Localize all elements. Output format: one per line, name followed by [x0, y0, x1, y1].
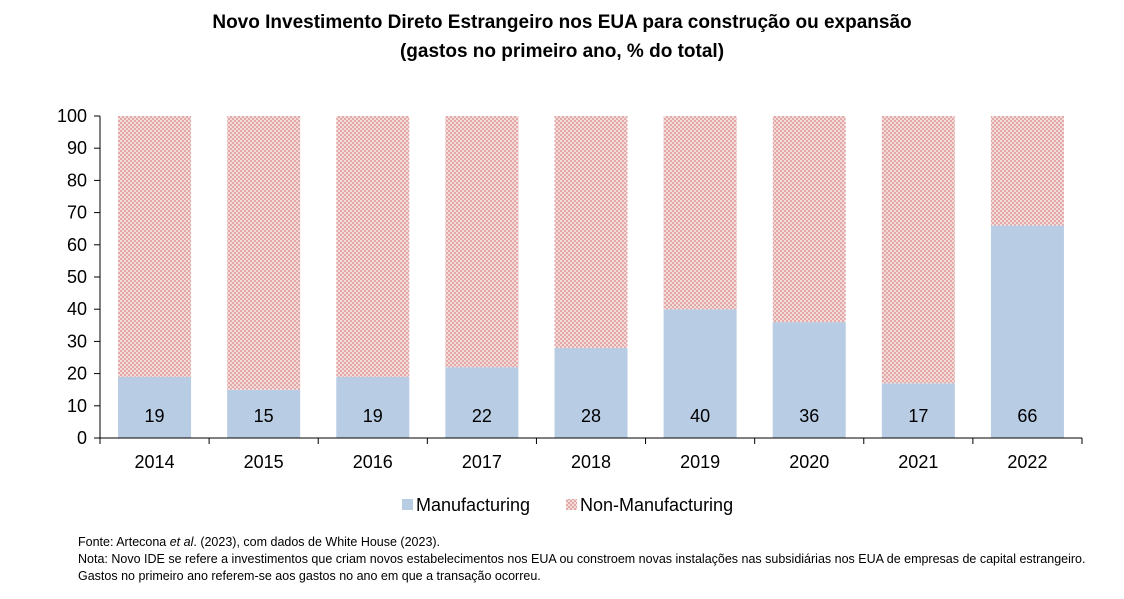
- y-tick-label-80: 80: [67, 170, 87, 190]
- x-tick-label-2018: 2018: [571, 452, 611, 472]
- chart-title: Novo Investimento Direto Estrangeiro nos…: [212, 12, 912, 33]
- bar-2017-non-manufacturing: [445, 116, 519, 368]
- y-tick-label-70: 70: [67, 203, 87, 223]
- source-note: Fonte: Artecona et al. (2023), com dados…: [78, 534, 1108, 551]
- bar-2015-non-manufacturing: [227, 116, 301, 390]
- bar-2014-non-manufacturing: [118, 116, 192, 377]
- bar-2014-manufacturing: [118, 376, 192, 438]
- bar-2019-manufacturing: [663, 309, 737, 438]
- bar-2018-non-manufacturing: [554, 116, 628, 348]
- y-tick-label-10: 10: [67, 396, 87, 416]
- data-label-2014: 19: [145, 406, 165, 426]
- x-tick-label-2021: 2021: [898, 452, 938, 472]
- bar-2015-manufacturing: [227, 389, 301, 438]
- y-tick-label-0: 0: [77, 428, 87, 448]
- bar-2022-manufacturing: [990, 225, 1064, 438]
- source-suffix: . (2023), com dados de White House (2023…: [193, 535, 441, 549]
- data-label-2018: 28: [581, 406, 601, 426]
- legend-label-manufacturing: Manufacturing: [416, 495, 530, 515]
- y-tick-label-50: 50: [67, 267, 87, 287]
- data-label-2022: 66: [1017, 406, 1037, 426]
- bar-2021-manufacturing: [881, 383, 955, 438]
- x-tick-label-2016: 2016: [353, 452, 393, 472]
- bar-2020-manufacturing: [772, 322, 846, 438]
- y-tick-label-90: 90: [67, 138, 87, 158]
- axes-group: 2014 2015 2016 2017 2018 2019 2020 2021 20220102…: [57, 106, 1083, 472]
- bar-2021-non-manufacturing: [881, 116, 955, 384]
- legend-swatch-manufacturing: [402, 499, 413, 510]
- x-tick-label-2022: 2022: [1007, 452, 1047, 472]
- data-label-2016: 19: [363, 406, 383, 426]
- data-label-2021: 17: [908, 406, 928, 426]
- bar-2017-manufacturing: [445, 367, 519, 438]
- bar-2020-non-manufacturing: [772, 116, 846, 323]
- bar-2016-non-manufacturing: [336, 116, 410, 377]
- x-tick-label-2020: 2020: [789, 452, 829, 472]
- chart-subtitle: (gastos no primeiro ano, % do total): [399, 41, 725, 62]
- data-label-2015: 15: [254, 406, 274, 426]
- x-tick-label-2014: 2014: [135, 452, 175, 472]
- bar-2016-manufacturing: [336, 376, 410, 438]
- bars-group: 19 15 19 22 28 40 36 17 66: [118, 116, 1064, 438]
- data-label-2020: 36: [799, 406, 819, 426]
- y-tick-label-100: 100: [57, 106, 87, 126]
- x-tick-label-2019: 2019: [680, 452, 720, 472]
- y-tick-label-30: 30: [67, 331, 87, 351]
- x-tick-label-2015: 2015: [244, 452, 284, 472]
- chart-title-block: Novo Investimento Direto Estrangeiro nos…: [0, 8, 1124, 66]
- y-tick-label-40: 40: [67, 299, 87, 319]
- bar-2018-manufacturing: [554, 347, 628, 438]
- y-tick-label-20: 20: [67, 364, 87, 384]
- bar-2022-non-manufacturing: [990, 116, 1064, 226]
- data-label-2019: 40: [690, 406, 710, 426]
- explanatory-note: Nota: Novo IDE se refere a investimentos…: [78, 552, 1086, 583]
- y-tick-label-60: 60: [67, 235, 87, 255]
- bar-2019-non-manufacturing: [663, 116, 737, 310]
- x-tick-label-2017: 2017: [462, 452, 502, 472]
- legend-label-non-manufacturing: Non-Manufacturing: [580, 495, 733, 515]
- footnotes: Fonte: Artecona et al. (2023), com dados…: [78, 534, 1108, 585]
- source-italic: et al: [169, 535, 194, 549]
- data-label-2017: 22: [472, 406, 492, 426]
- source-prefix: Fonte: Artecona: [78, 535, 170, 549]
- stacked-bar-chart: 19 15 19 22 28 40 36 17 66 2014 2015 2016 2017 2018 2…: [57, 106, 1083, 515]
- legend-swatch-non-manufacturing: [566, 499, 577, 510]
- legend: Manufacturing Non-Manufacturing: [402, 495, 733, 515]
